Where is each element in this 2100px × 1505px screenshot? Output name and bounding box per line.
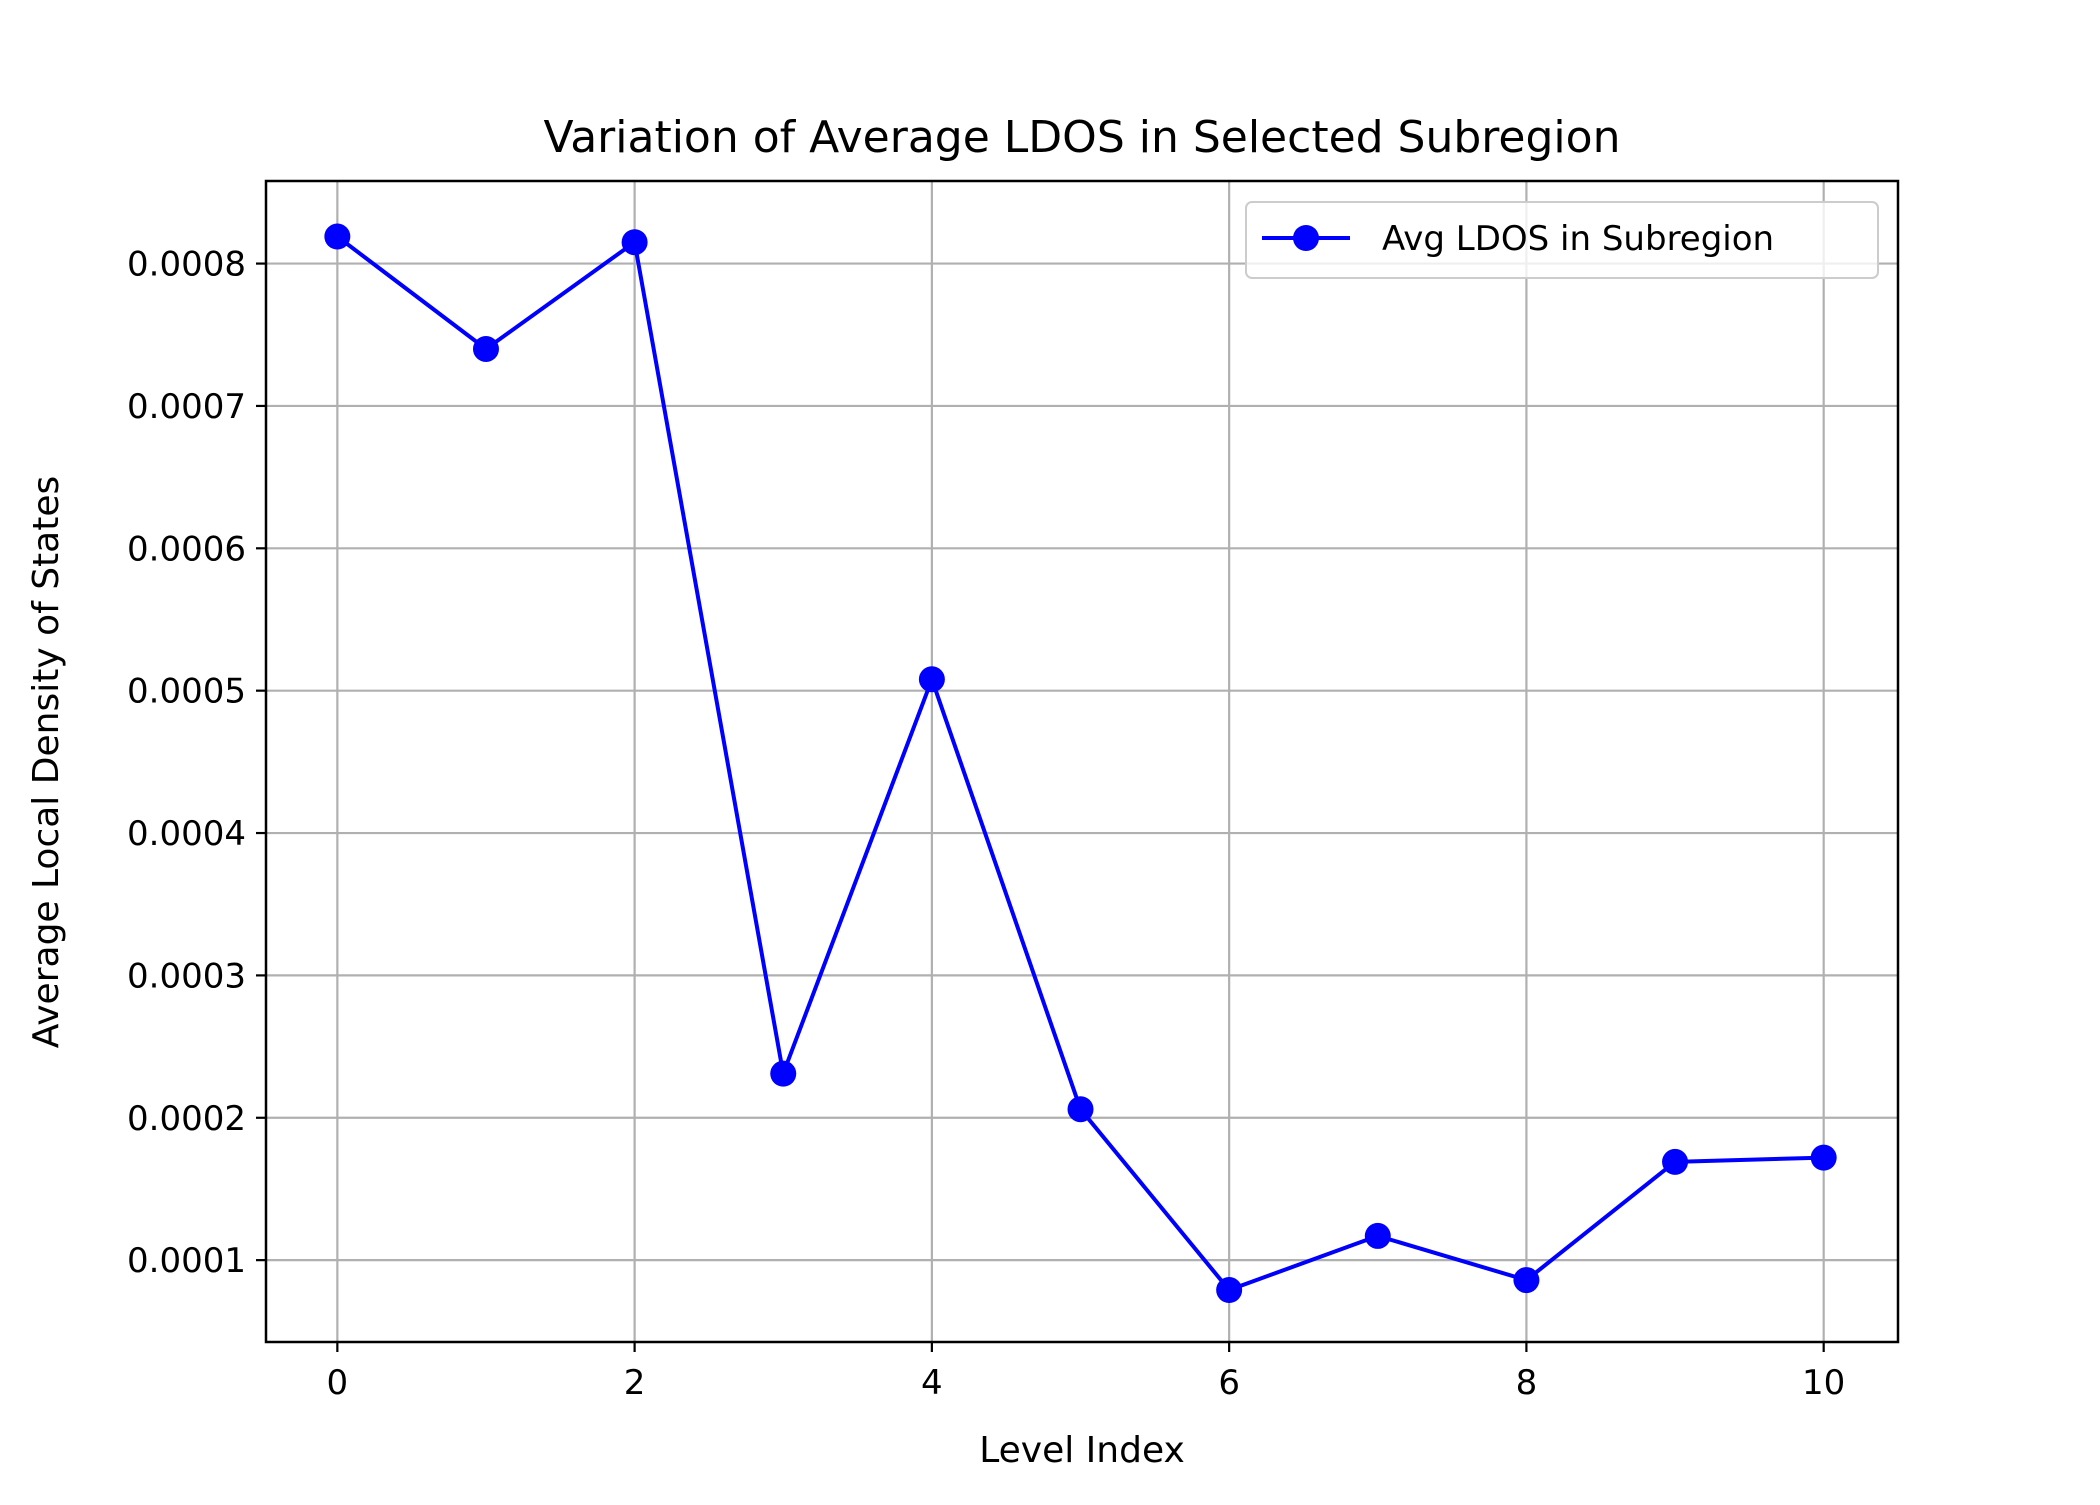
- data-point: [472, 335, 499, 362]
- y-tick-label: 0.0006: [127, 529, 246, 569]
- series-line: [336, 234, 1824, 1292]
- legend-label: Avg LDOS in Subregion: [1382, 219, 1774, 259]
- x-tick-label: 6: [1218, 1363, 1240, 1403]
- y-tick-label: 0.0002: [127, 1099, 246, 1139]
- data-point: [1067, 1096, 1094, 1123]
- y-tick-label: 0.0004: [127, 814, 246, 854]
- legend-marker-swatch: [1293, 225, 1319, 251]
- plot-area-frame: [264, 179, 1900, 1344]
- data-point: [1216, 1277, 1243, 1304]
- y-tick-label: 0.0008: [127, 245, 246, 285]
- x-tick-label: 0: [327, 1363, 349, 1403]
- y-tick-label: 0.0003: [127, 956, 246, 996]
- x-tick-label: 4: [921, 1363, 943, 1403]
- y-axis-label: Average Local Density of States: [26, 476, 67, 1049]
- data-point: [1662, 1148, 1689, 1175]
- data-point: [1513, 1267, 1540, 1294]
- x-axis-ticks: 0 2 4 6 8 10: [327, 1342, 1845, 1403]
- y-axis-ticks: 0.0001 0.0002 0.0003 0.0004 0.0005 0.0006 0.00…: [127, 245, 266, 1281]
- data-series: [324, 223, 1837, 1304]
- x-tick-label: 8: [1516, 1363, 1538, 1403]
- grid-lines: [266, 181, 1898, 1342]
- x-tick-label: 2: [624, 1363, 646, 1403]
- x-tick-label: 10: [1802, 1363, 1845, 1403]
- chart-title: Variation of Average LDOS in Selected Su…: [544, 112, 1621, 163]
- data-point: [621, 229, 648, 256]
- data-point: [1810, 1144, 1837, 1171]
- legend-box: [1245, 201, 1879, 279]
- data-point: [770, 1060, 797, 1087]
- y-tick-label: 0.0001: [127, 1241, 246, 1281]
- data-point: [1364, 1222, 1391, 1249]
- x-axis-label: Level Index: [979, 1430, 1185, 1471]
- data-point: [324, 223, 351, 250]
- y-tick-label: 0.0005: [127, 672, 246, 712]
- data-point: [918, 666, 945, 693]
- y-tick-label: 0.0007: [127, 387, 246, 427]
- legend: Avg LDOS in Subregion: [1245, 201, 1879, 279]
